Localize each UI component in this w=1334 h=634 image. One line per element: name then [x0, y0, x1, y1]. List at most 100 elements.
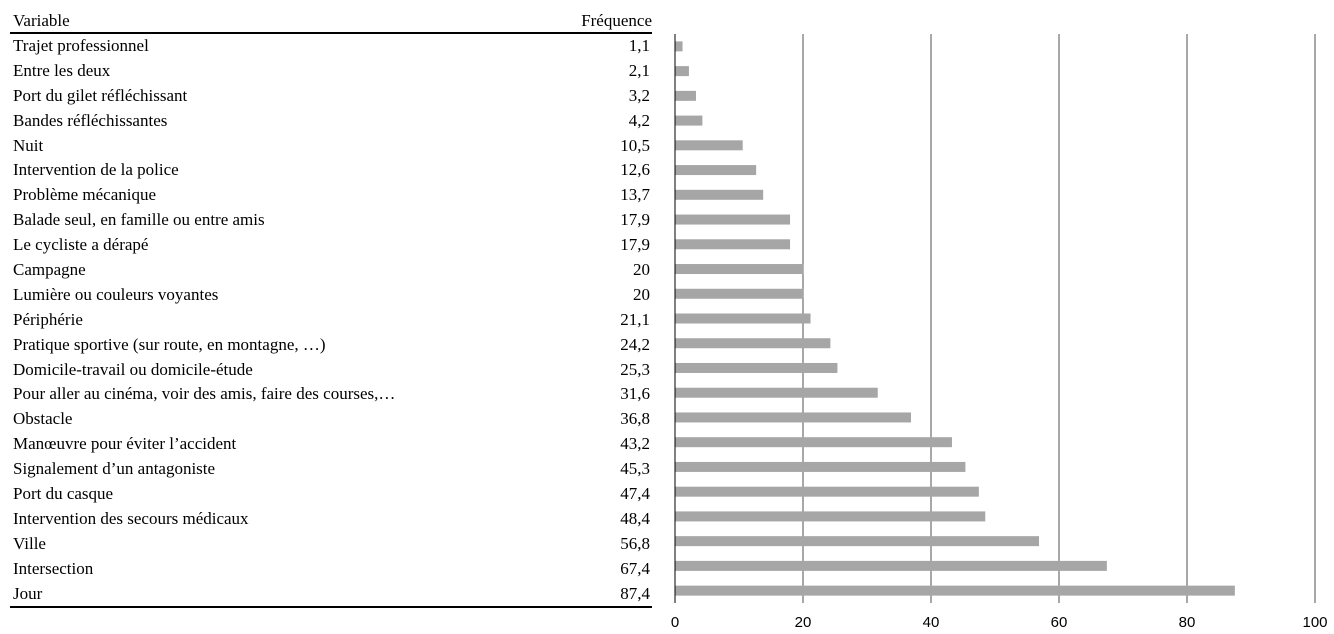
bar — [675, 239, 791, 250]
table-row: Le cycliste a dérapé 17,9 — [10, 233, 652, 258]
table-row: Balade seul, en famille ou entre amis 17,… — [10, 208, 652, 233]
row-label: Lumière ou couleurs voyantes — [13, 284, 219, 304]
row-label: Problème mécanique — [13, 185, 157, 205]
row-label: Entre les deux — [13, 60, 111, 80]
table-body: Trajet professionnel 1,1 Entre les deux 2,1… — [10, 34, 652, 606]
bar — [675, 115, 703, 126]
row-label: Pour aller au cinéma, voir des amis, fai… — [13, 384, 396, 404]
table-row: Lumière ou couleurs voyantes 20 — [10, 283, 652, 308]
row-label: Intervention des secours médicaux — [13, 508, 249, 528]
row-value: 43,2 — [620, 434, 650, 454]
x-tick-label: 100 — [1302, 614, 1327, 631]
frequency-table: Variable Fréquence Trajet professionnel 1… — [10, 10, 652, 609]
bar — [675, 560, 1107, 571]
table-row: Nuit 10,5 — [10, 134, 652, 159]
bar — [675, 585, 1235, 596]
bar — [675, 41, 683, 52]
row-label: Campagne — [13, 260, 86, 280]
bar — [675, 66, 689, 77]
table-row: Ville 56,8 — [10, 532, 652, 557]
table-row: Domicile-travail ou domicile-étude 25,3 — [10, 358, 652, 383]
row-value: 4,2 — [628, 110, 650, 130]
bar — [675, 214, 791, 225]
row-label: Ville — [13, 533, 46, 553]
bar — [675, 165, 757, 176]
row-label: Intervention de la police — [13, 160, 179, 180]
bar — [675, 536, 1040, 547]
row-label: Signalement d’un antagoniste — [13, 459, 216, 479]
row-value: 21,1 — [620, 309, 650, 329]
row-label: Trajet professionnel — [13, 36, 149, 55]
row-value: 20 — [633, 284, 650, 304]
row-label: Port du gilet réfléchissant — [13, 85, 188, 105]
header-frequency: Fréquence — [581, 11, 652, 30]
table-row: Port du casque 47,4 — [10, 482, 652, 507]
row-label: Le cycliste a dérapé — [13, 235, 149, 255]
bar — [675, 511, 986, 522]
row-value: 31,6 — [620, 384, 650, 404]
table-row: Manœuvre pour éviter l’accident 43,2 — [10, 432, 652, 457]
row-label: Port du casque — [13, 484, 114, 504]
bar — [675, 288, 804, 299]
bar — [675, 313, 811, 324]
table-row: Périphérie 21,1 — [10, 308, 652, 333]
x-tick-label: 60 — [1051, 614, 1068, 631]
row-value: 17,9 — [620, 210, 650, 230]
row-value: 47,4 — [620, 484, 650, 504]
table-row: Pour aller au cinéma, voir des amis, fai… — [10, 382, 652, 407]
row-value: 24,2 — [620, 334, 650, 354]
table-row: Intersection 67,4 — [10, 557, 652, 582]
row-label: Obstacle — [13, 409, 73, 429]
bar — [675, 387, 878, 398]
row-value: 2,1 — [628, 60, 650, 80]
row-value: 17,9 — [620, 235, 650, 255]
table-row: Port du gilet réfléchissant 3,2 — [10, 84, 652, 109]
bar — [675, 362, 838, 373]
bar — [675, 486, 979, 497]
header-variable: Variable — [13, 11, 70, 30]
row-value: 87,4 — [620, 583, 650, 603]
row-label: Périphérie — [13, 309, 83, 329]
bar — [675, 412, 912, 423]
x-tick-label: 40 — [923, 614, 940, 631]
bar — [675, 461, 966, 472]
table-row: Problème mécanique 13,7 — [10, 183, 652, 208]
row-value: 56,8 — [620, 533, 650, 553]
bar — [675, 140, 743, 151]
table-row: Jour 87,4 — [10, 582, 652, 607]
row-label: Bandes réfléchissantes — [13, 110, 168, 130]
row-value: 36,8 — [620, 409, 650, 429]
row-value: 12,6 — [620, 160, 650, 180]
table-row: Entre les deux 2,1 — [10, 59, 652, 84]
row-label: Domicile-travail ou domicile-étude — [13, 359, 253, 379]
row-label: Pratique sportive (sur route, en montagn… — [13, 334, 326, 354]
row-value: 20 — [633, 260, 650, 280]
row-label: Balade seul, en famille ou entre amis — [13, 210, 265, 230]
table-row: Pratique sportive (sur route, en montagn… — [10, 333, 652, 358]
table-bottom-rule — [10, 606, 652, 609]
table-row: Trajet professionnel 1,1 — [10, 34, 652, 59]
bar — [675, 189, 764, 200]
table-row: Obstacle 36,8 — [10, 407, 652, 432]
row-value: 1,1 — [628, 36, 650, 55]
bar — [675, 437, 952, 448]
row-label: Jour — [13, 583, 43, 603]
row-value: 25,3 — [620, 359, 650, 379]
row-value: 48,4 — [620, 508, 650, 528]
table-row: Bandes réfléchissantes 4,2 — [10, 109, 652, 134]
row-value: 67,4 — [620, 558, 650, 578]
row-value: 3,2 — [628, 85, 650, 105]
table-header: Variable Fréquence — [10, 10, 652, 34]
row-label: Intersection — [13, 558, 94, 578]
bar — [675, 264, 804, 275]
row-value: 10,5 — [620, 135, 650, 155]
bar — [675, 338, 831, 349]
table-row: Intervention de la police 12,6 — [10, 158, 652, 183]
bar — [675, 90, 696, 101]
x-tick-label: 80 — [1179, 614, 1196, 631]
table-row: Intervention des secours médicaux 48,4 — [10, 507, 652, 532]
row-value: 45,3 — [620, 459, 650, 479]
row-label: Nuit — [13, 135, 44, 155]
table-row: Campagne 20 — [10, 258, 652, 283]
